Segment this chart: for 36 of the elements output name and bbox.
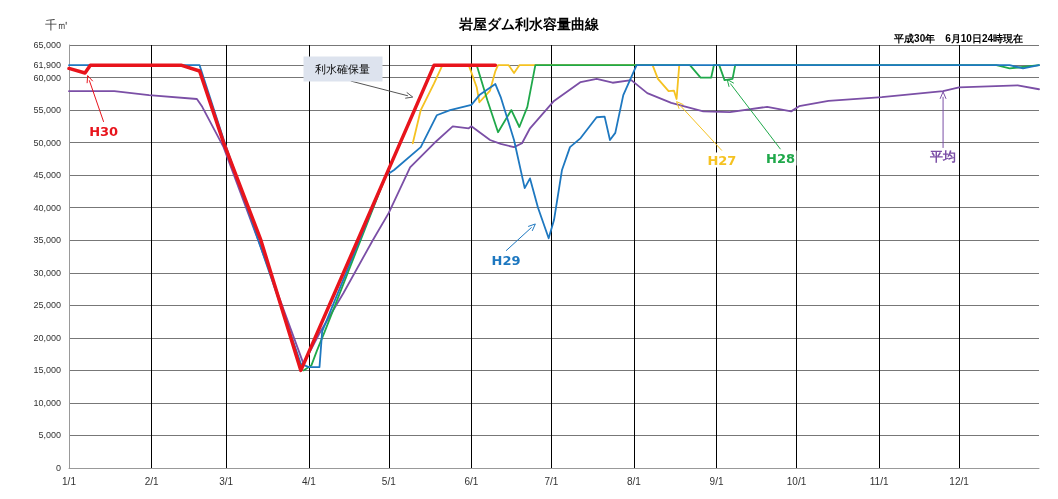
x-tick-label: 9/1 (709, 475, 724, 487)
x-tick-label: 4/1 (301, 475, 317, 487)
x-tick-label: 8/1 (626, 475, 642, 487)
y-tick-label: 45,000 (33, 170, 61, 181)
y-tick-label: 65,000 (33, 40, 61, 50)
y-tick-label: 50,000 (33, 137, 61, 148)
x-tick-label: 10/1 (786, 475, 807, 487)
text: H28 (764, 150, 797, 166)
y-axis-title: 千㎥ (45, 18, 69, 32)
chart-subtitle: 平成30年 6月10日24時現在 (893, 32, 1024, 44)
y-tick-label: 30,000 (33, 267, 61, 278)
y-tick-label: 10,000 (33, 397, 61, 408)
text: H27 (705, 152, 739, 168)
text: H29 (489, 252, 523, 268)
x-tick-label: 7/1 (544, 475, 559, 487)
y-tick-label: 55,000 (33, 105, 61, 116)
x-tick-label: 5/1 (381, 475, 397, 487)
text: 平均 (928, 147, 959, 166)
y-tick-label: 20,000 (33, 332, 61, 343)
y-tick-label: 25,000 (33, 300, 61, 311)
y-tick-label: 61,900 (33, 60, 61, 71)
x-tick-label: 3/1 (219, 475, 234, 487)
text: H30 (87, 123, 121, 139)
y-tick-label: 60,000 (33, 72, 61, 83)
x-tick-label: 6/1 (464, 475, 479, 487)
y-tick-label: 5,000 (38, 430, 61, 441)
annotation: 利水確保量 (303, 56, 383, 82)
x-tick-label: 1/1 (62, 475, 77, 487)
y-tick-label: 40,000 (33, 202, 61, 213)
x-tick-label: 11/1 (869, 475, 889, 487)
y-tick-label: 0 (55, 463, 61, 473)
y-tick-label: 35,000 (33, 235, 61, 246)
chart-title: 岩屋ダム利水容量曲線 (458, 16, 600, 32)
x-tick-label: 12/1 (949, 475, 970, 487)
y-tick-label: 15,000 (33, 365, 61, 376)
x-tick-label: 2/1 (144, 475, 159, 487)
